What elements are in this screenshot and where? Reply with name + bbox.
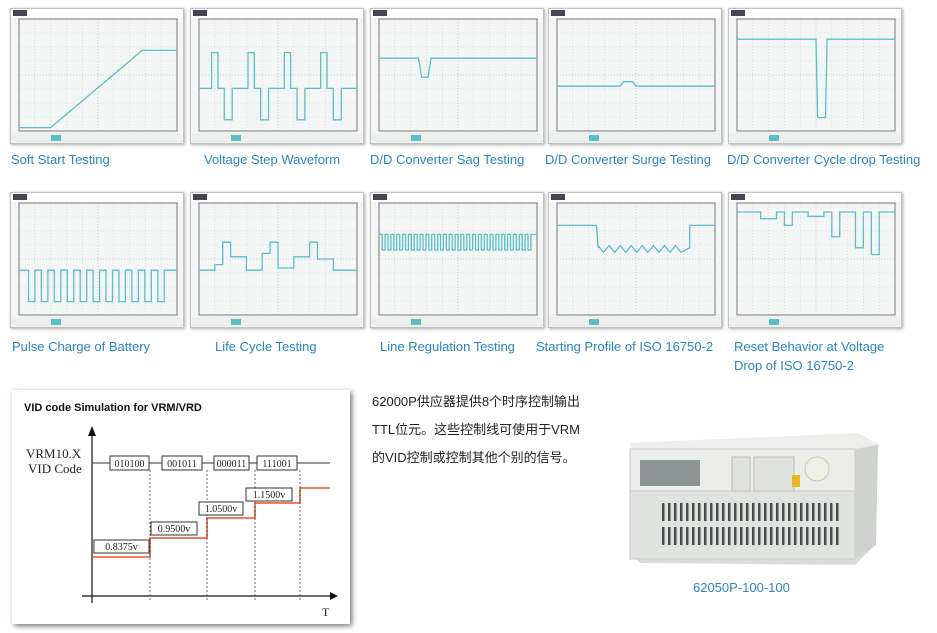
voltage-label: 0.8375v — [105, 542, 138, 553]
waveform-trace — [737, 38, 895, 119]
scope-caption: Reset Behavior at Voltage Drop of ISO 16… — [734, 339, 885, 373]
voltage-label-box — [245, 487, 293, 502]
voltage-label-box — [93, 539, 150, 554]
scope-caption: D/D Converter Cycle drop Testing — [727, 152, 921, 167]
vid-xlabel: T — [322, 605, 330, 619]
waveform-trace — [379, 57, 537, 78]
waveform-trace — [19, 269, 177, 303]
waveform-trace — [379, 233, 537, 251]
voltage-label: 0.9500v — [158, 524, 191, 535]
vid-code-label: 001011 — [167, 459, 197, 470]
waveform-trace — [199, 241, 357, 271]
scope-caption: Starting Profile of ISO 16750-2 — [536, 339, 714, 354]
oscilloscope-screenshot — [10, 8, 184, 144]
oscilloscope-screenshot — [370, 192, 544, 328]
description-text: 62000P供应器提供8个时序控制输出TTL位元。这些控制线可使用于VRM的VI… — [372, 394, 581, 465]
vid-code-label: 000011 — [217, 459, 247, 470]
vid-code-label: 111001 — [262, 459, 291, 470]
oscilloscope-screenshot — [190, 192, 364, 328]
scope-caption: Life Cycle Testing — [215, 339, 317, 354]
waveform-trace — [19, 49, 177, 129]
oscilloscope-screenshot — [548, 192, 722, 328]
waveform-trace — [737, 211, 895, 256]
voltage-label-box — [198, 501, 244, 516]
scope-caption: D/D Converter Surge Testing — [545, 152, 711, 167]
vid-chart-title: VID code Simulation for VRM/VRD — [24, 402, 202, 414]
voltage-label-box — [150, 521, 198, 536]
scope-caption: Pulse Charge of Battery — [12, 339, 151, 354]
product-model: 62050P-100-100 — [693, 580, 790, 595]
vid-code-chart: VID code Simulation for VRM/VRD VRM10.X … — [12, 390, 350, 624]
scope-caption: Voltage Step Waveform — [204, 152, 341, 167]
vid-ylabel-2: VID Code — [28, 461, 82, 476]
product-image — [610, 405, 890, 565]
oscilloscope-screenshot — [10, 192, 184, 328]
oscilloscope-screenshot — [728, 192, 902, 328]
vid-ylabel-1: VRM10.X — [26, 446, 82, 461]
scope-caption: Line Regulation Testing — [380, 339, 515, 354]
oscilloscope-screenshot — [728, 8, 902, 144]
waveform-trace — [557, 81, 715, 87]
vid-code-label: 010100 — [115, 459, 145, 470]
waveform-trace — [199, 51, 357, 121]
voltage-label: 1.1500v — [253, 490, 286, 501]
scope-caption: D/D Converter Sag Testing — [370, 152, 525, 167]
scope-caption: Soft Start Testing — [11, 152, 110, 167]
waveform-trace — [557, 224, 715, 254]
vid-chart-svg: VRM10.X VID Code T 010100 001011 000011 111… — [26, 426, 338, 619]
oscilloscope-screenshot — [548, 8, 722, 144]
oscilloscope-screenshot — [370, 8, 544, 144]
voltage-label: 1.0500v — [205, 504, 238, 515]
oscilloscope-screenshot — [190, 8, 364, 144]
